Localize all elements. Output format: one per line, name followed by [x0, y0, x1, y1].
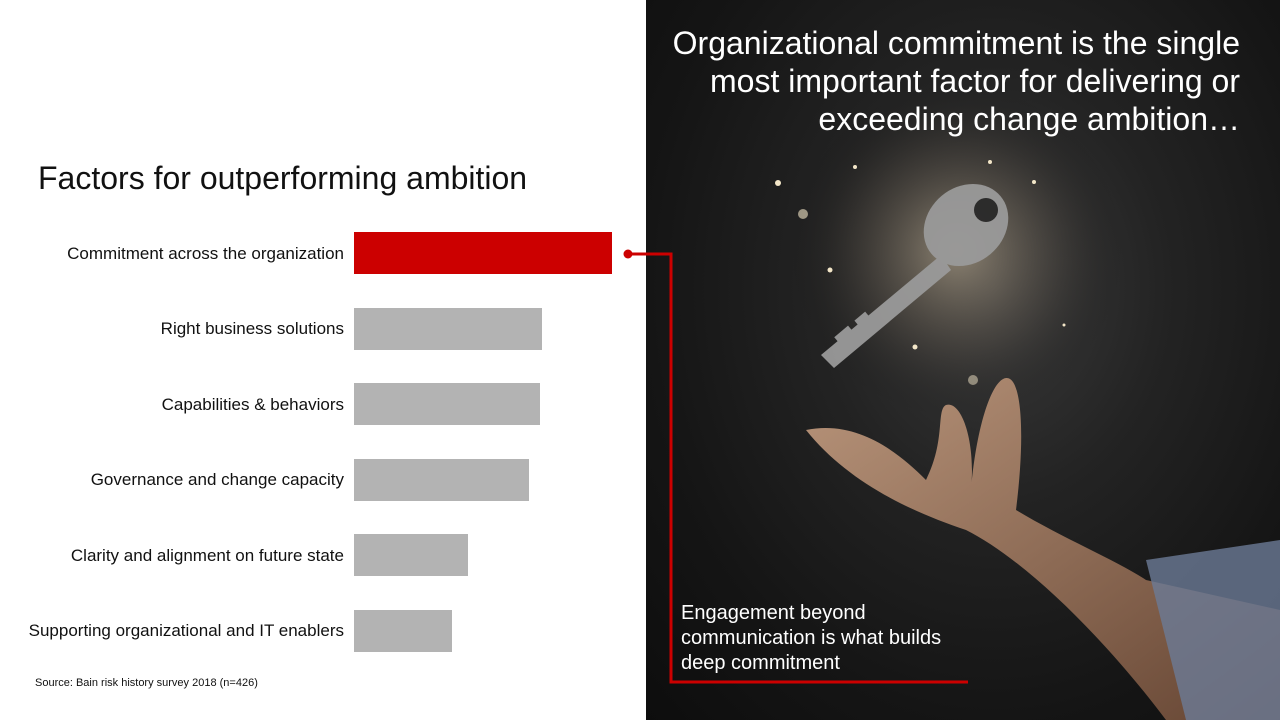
chart-title: Factors for outperforming ambition: [38, 160, 528, 196]
category-label: Clarity and alignment on future state: [70, 545, 344, 565]
category-label: Right business solutions: [160, 319, 344, 338]
category-label: Governance and change capacity: [90, 470, 344, 489]
bar: [354, 609, 452, 652]
category-label: Supporting organizational and IT enabler…: [28, 621, 344, 640]
category-label: Commitment across the organization: [67, 243, 344, 263]
bar-highlighted: [354, 232, 612, 274]
photo-panel: Organizational commitment is the single …: [646, 0, 1280, 720]
category-label: Capabilities & behaviors: [161, 394, 344, 414]
bar: [354, 307, 542, 350]
chart-panel: Factors for outperforming ambition Commi…: [14, 0, 612, 720]
headline: Organizational commitment is the single …: [672, 25, 1240, 137]
source-note: Source: Bain risk history survey 2018 (n…: [35, 677, 258, 689]
bar: [354, 383, 540, 425]
bar: [354, 534, 468, 576]
bar: [354, 458, 529, 501]
category-labels: Commitment across the organization Right …: [14, 0, 344, 720]
callout-text: Engagement beyond communication is what …: [681, 602, 942, 674]
open-hand-icon: [806, 377, 1280, 720]
